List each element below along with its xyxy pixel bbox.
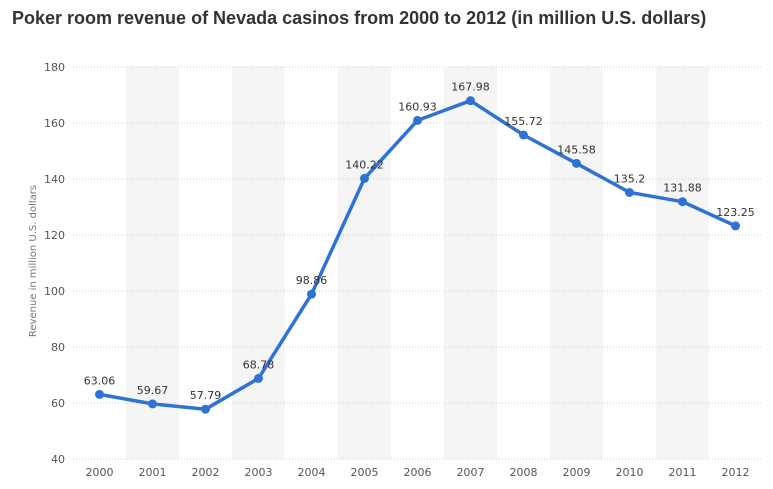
data-label: 145.58 [557,143,596,156]
data-label: 123.25 [716,206,755,219]
column-bands [126,67,709,459]
series-revenue [95,96,740,414]
data-point [201,404,210,414]
data-label: 63.06 [84,374,116,387]
data-label: 59.67 [137,384,169,397]
column-band [126,67,179,459]
data-label: 68.78 [243,358,275,371]
x-tick-label: 2002 [192,466,220,479]
x-axis-ticks: 2000 2001 2002 2003 2004 2005 2006 2007 2008 2009… [86,466,750,479]
y-axis-title: Revenue in million U.S. dollars [28,185,39,337]
data-label: 160.93 [398,100,437,113]
y-tick-label: 160 [44,117,65,130]
data-point [307,289,316,299]
data-labels: 63.06 59.67 57.79 68.78 98.86 140.22 160.93 167… [84,81,755,403]
data-point [625,187,634,197]
y-tick-label: 140 [44,173,65,186]
data-point [148,399,157,409]
column-band [232,67,285,459]
chart-title: Poker room revenue of Nevada casinos fro… [12,8,707,28]
series-line [97,98,738,411]
data-point [413,115,422,125]
x-tick-label: 2012 [722,466,750,479]
data-point [360,173,369,183]
y-tick-label: 100 [44,285,65,298]
data-label: 98.86 [296,274,328,287]
x-tick-label: 2005 [351,466,379,479]
data-point [572,158,581,168]
y-tick-label: 180 [44,61,65,74]
column-band [550,67,603,459]
y-tick-label: 40 [51,453,65,466]
x-tick-label: 2001 [139,466,167,479]
gridlines [73,66,762,460]
data-point [95,389,104,399]
x-tick-label: 2004 [298,466,326,479]
y-tick-label: 80 [51,341,65,354]
data-label: 155.72 [504,115,543,128]
x-tick-label: 2010 [616,466,644,479]
data-label: 167.98 [451,81,490,94]
data-label: 140.22 [345,158,384,171]
data-point [519,130,528,140]
column-band [338,67,391,459]
x-tick-label: 2011 [669,466,697,479]
y-tick-label: 60 [51,397,65,410]
x-tick-label: 2009 [563,466,591,479]
data-point [731,221,740,231]
x-tick-label: 2000 [86,466,114,479]
x-tick-label: 2007 [457,466,485,479]
x-tick-label: 2006 [404,466,432,479]
column-band [444,67,497,459]
data-label: 131.88 [663,182,702,195]
y-tick-label: 120 [44,229,65,242]
y-axis-ticks: 40 60 80 100 120 140 160 180 [44,61,65,466]
x-tick-label: 2008 [510,466,538,479]
data-label: 135.2 [614,172,646,185]
x-tick-label: 2003 [245,466,273,479]
data-point [466,96,475,106]
column-band [656,67,709,459]
data-point [254,373,263,383]
data-label: 57.79 [190,389,222,402]
data-point [678,197,687,207]
